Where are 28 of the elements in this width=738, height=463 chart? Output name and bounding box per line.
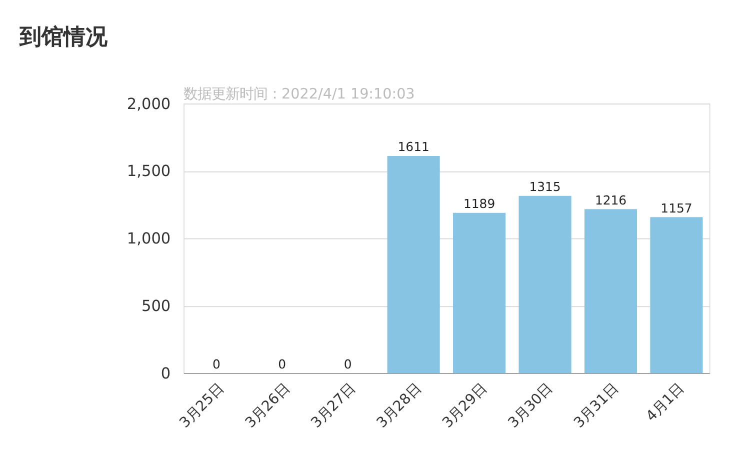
x-tick-label: 3月30日	[505, 380, 556, 432]
y-tick-label: 1,000	[126, 230, 171, 248]
x-tick-label: 3月31日	[571, 380, 622, 432]
x-tick-label: 4月1日	[643, 380, 688, 425]
data-label: 1315	[529, 179, 561, 194]
chart-title: 到馆情况	[18, 25, 108, 50]
data-label: 1157	[660, 200, 692, 216]
bar	[650, 217, 703, 374]
y-tick-label: 2,000	[126, 94, 171, 113]
text: 数据更新时间：2022/4/1 19:10:03	[184, 86, 415, 103]
x-tick-label: 3月27日	[308, 380, 359, 432]
bar	[453, 212, 506, 374]
data-label: 0	[344, 356, 352, 372]
y-tick-label: 0	[160, 364, 171, 382]
data-label: 1189	[464, 196, 496, 212]
bar	[584, 209, 638, 374]
data-label: 0	[278, 356, 286, 372]
x-tick-label: 3月26日	[242, 380, 294, 432]
data-label: 1611	[398, 139, 430, 154]
y-tick-label: 500	[141, 296, 171, 315]
bar	[387, 156, 440, 374]
x-tick-label: 3月25日	[176, 380, 228, 432]
x-tick-label: 3月29日	[440, 380, 490, 432]
bar	[518, 196, 572, 374]
data-label: 0	[212, 356, 220, 372]
y-tick-label: 1,500	[126, 162, 171, 180]
data-label: 1216	[594, 192, 627, 208]
x-tick-label: 3月28日	[374, 380, 425, 432]
